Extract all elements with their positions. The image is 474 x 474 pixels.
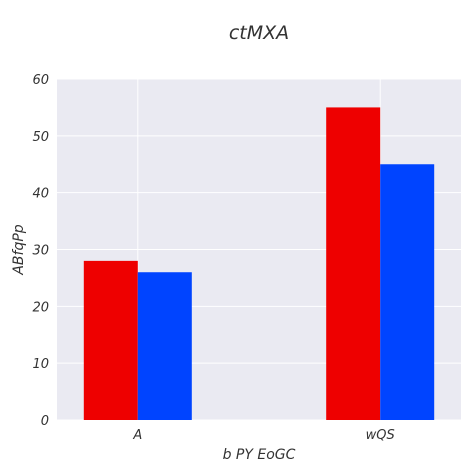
y-axis-ticks: 0 10 20 30 40 50 60 [32,73,49,429]
y-tick-label: 60 [32,73,49,88]
y-tick-label: 40 [32,187,49,202]
x-tick-label: wQS [366,428,395,443]
y-axis-label: ABfqPp [11,224,27,275]
y-tick-label: 30 [32,244,49,259]
bars [83,107,435,421]
y-tick-label: 20 [32,300,49,315]
bar-series-1-A [83,260,138,420]
chart-title: ctMXA [229,22,289,44]
bar-series-2-wQS [380,164,435,420]
y-tick-label: 50 [32,130,49,145]
y-tick-label: 0 [41,414,49,429]
bar-series-1-wQS [326,107,381,421]
y-tick-label: 10 [32,357,49,372]
x-tick-label: A [132,428,142,443]
x-axis-label: b PY EoGC [223,447,296,463]
bar-series-2-A [137,272,192,420]
